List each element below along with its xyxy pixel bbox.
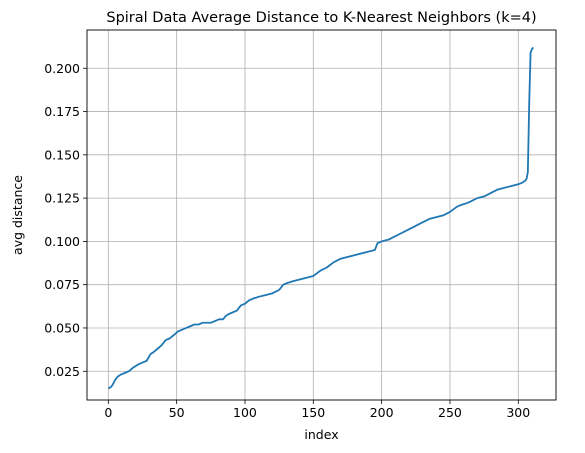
x-tick-label: 250	[438, 405, 462, 420]
x-tick-label: 50	[169, 405, 185, 420]
ticks: 0 50 100 150 200 250 300 0.025 0.050 0.075 0.100 0.…	[44, 61, 530, 420]
y-tick-label: 0.100	[44, 234, 80, 249]
y-tick-label: 0.125	[44, 191, 80, 206]
plot-frame	[86, 29, 557, 401]
y-tick-label: 0.175	[44, 104, 80, 119]
x-axis-label: index	[304, 427, 338, 442]
y-tick-label: 0.150	[44, 147, 80, 162]
x-tick-label: 300	[506, 405, 530, 420]
x-tick-label: 0	[104, 405, 112, 420]
y-tick-label: 0.025	[44, 364, 80, 379]
y-axis-label: avg distance	[10, 175, 25, 255]
grid	[87, 30, 556, 400]
chart-title: Spiral Data Average Distance to K-Neares…	[106, 10, 536, 26]
y-tick-label: 0.200	[44, 61, 80, 76]
series-line	[107, 46, 535, 390]
y-tick-label: 0.050	[44, 320, 80, 335]
x-tick-label: 100	[233, 405, 257, 420]
x-tick-label: 200	[370, 405, 394, 420]
y-tick-label: 0.075	[44, 277, 80, 292]
x-tick-label: 150	[301, 405, 325, 420]
